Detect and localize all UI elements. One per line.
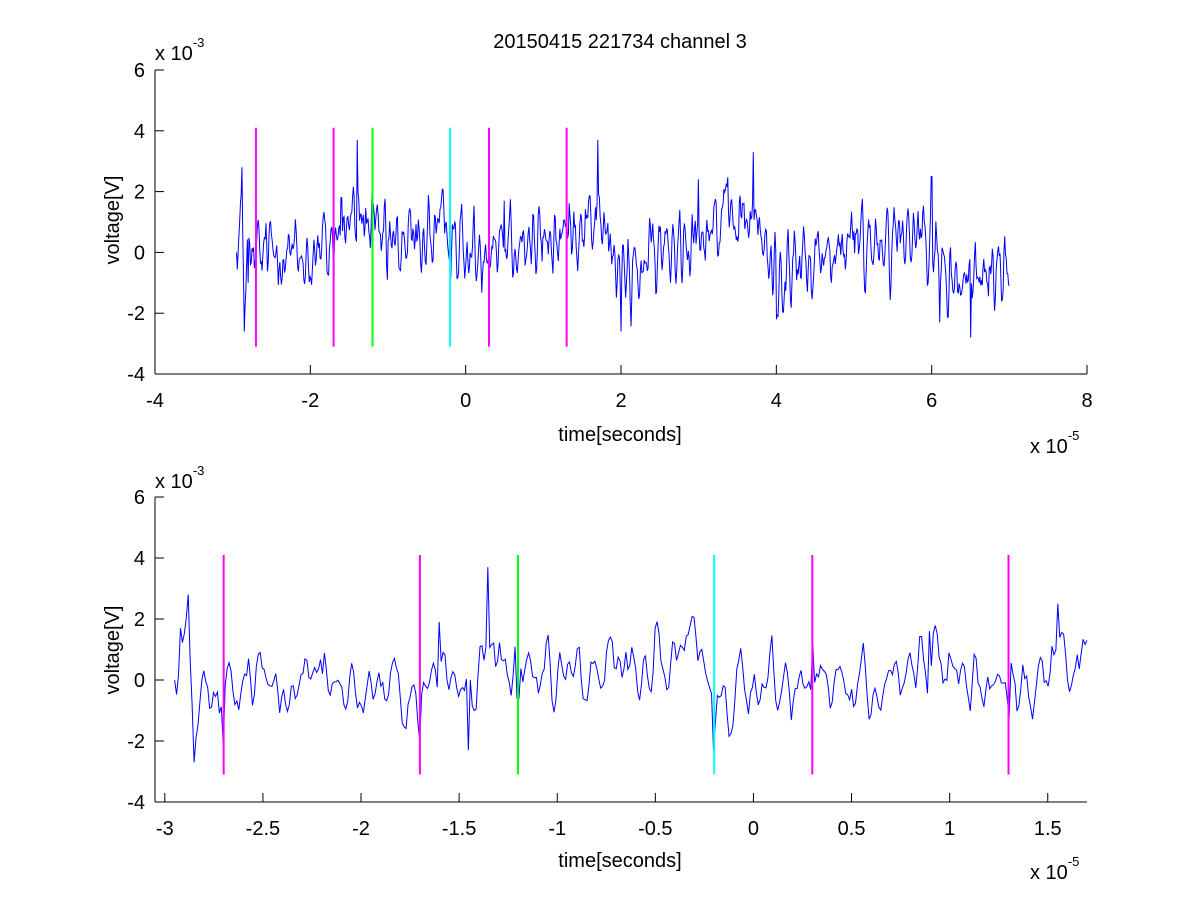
top-xtick-label: -2 bbox=[301, 390, 319, 412]
svg-text:x 10-5: x 10-5 bbox=[1030, 854, 1079, 884]
svg-text:x 10-5: x 10-5 bbox=[1030, 428, 1079, 458]
bottom-ytick-label: 6 bbox=[134, 487, 145, 509]
bottom-plot-area bbox=[174, 554, 1088, 775]
top-x-exponent: x 10-5 bbox=[1030, 428, 1079, 458]
top-xtick-label: 2 bbox=[615, 390, 626, 412]
top-xtick-label: 8 bbox=[1081, 390, 1092, 412]
bottom-xtick-label: -1.5 bbox=[442, 818, 476, 840]
bottom-ytick-label: 2 bbox=[134, 609, 145, 631]
bottom-xtick-label: -2.5 bbox=[246, 818, 280, 840]
top-ytick-label: 4 bbox=[134, 121, 145, 143]
top-x-exponent-base: x 10 bbox=[1030, 436, 1068, 458]
bottom-y-exponent-base: x 10 bbox=[155, 471, 193, 493]
bottom-xtick-label: -0.5 bbox=[638, 818, 672, 840]
bottom-ytick-label: -2 bbox=[127, 731, 145, 753]
top-ytick-label: -4 bbox=[127, 364, 145, 386]
bottom-x-exponent-base: x 10 bbox=[1030, 862, 1068, 884]
bottom-ytick-labels: -4 -2 0 2 4 6 bbox=[127, 487, 145, 814]
bottom-xtick-label: 0.5 bbox=[838, 818, 866, 840]
bottom-xtick-label: 1 bbox=[944, 818, 955, 840]
bottom-y-exponent-sup: -3 bbox=[193, 463, 205, 478]
bottom-xtick-label: 0 bbox=[748, 818, 759, 840]
top-ytick-label: -2 bbox=[127, 303, 145, 325]
figure-title: 20150415 221734 channel 3 bbox=[493, 31, 747, 53]
top-ylabel: voltage[V] bbox=[102, 176, 124, 265]
top-y-exponent: x 10-3 bbox=[155, 35, 204, 65]
bottom-xtick-labels: -3 -2.5 -2 -1.5 -1 -0.5 0 0.5 1 1.5 bbox=[156, 818, 1062, 840]
top-plot: -4 -2 0 2 4 6 -4 -2 0 2 4 6 8 time[seconds] voltage… bbox=[102, 35, 1093, 458]
bottom-xtick-label: -1 bbox=[548, 818, 566, 840]
bottom-xlabel: time[seconds] bbox=[558, 850, 681, 872]
top-y-exponent-base: x 10 bbox=[155, 43, 193, 65]
top-xtick-label: 4 bbox=[771, 390, 782, 412]
bottom-signal-line bbox=[174, 567, 1088, 763]
top-xtick-label: 0 bbox=[460, 390, 471, 412]
top-xlabel: time[seconds] bbox=[558, 424, 681, 446]
bottom-xtick-label: -3 bbox=[156, 818, 174, 840]
top-ytick-label: 6 bbox=[134, 60, 145, 82]
top-x-exponent-sup: -5 bbox=[1068, 428, 1080, 443]
svg-text:x 10-3: x 10-3 bbox=[155, 463, 204, 493]
top-axes-box bbox=[154, 69, 1088, 375]
bottom-ytick-label: 4 bbox=[134, 548, 145, 570]
top-plot-area bbox=[236, 127, 1010, 347]
bottom-ytick-label: -4 bbox=[127, 792, 145, 814]
bottom-ylabel: voltage[V] bbox=[102, 606, 124, 695]
top-xtick-label: 6 bbox=[926, 390, 937, 412]
bottom-x-exponent-sup: -5 bbox=[1068, 854, 1080, 869]
bottom-plot: -4 -2 0 2 4 6 -3 -2.5 -2 -1.5 -1 -0.5 0 0.5 1 1.5 time… bbox=[102, 463, 1088, 884]
top-ytick-label: 0 bbox=[134, 242, 145, 264]
bottom-x-exponent: x 10-5 bbox=[1030, 854, 1079, 884]
bottom-ytick-label: 0 bbox=[134, 670, 145, 692]
top-ytick-labels: -4 -2 0 2 4 6 bbox=[127, 60, 145, 386]
top-signal-line bbox=[236, 139, 1010, 338]
bottom-axes-box bbox=[154, 496, 1087, 803]
bottom-y-exponent: x 10-3 bbox=[155, 463, 204, 493]
top-xtick-labels: -4 -2 0 2 4 6 8 bbox=[146, 390, 1092, 412]
bottom-xtick-label: -2 bbox=[352, 818, 370, 840]
top-ytick-label: 2 bbox=[134, 182, 145, 204]
top-xtick-label: -4 bbox=[146, 390, 164, 412]
bottom-xtick-label: 1.5 bbox=[1034, 818, 1062, 840]
top-y-exponent-sup: -3 bbox=[193, 35, 205, 50]
svg-text:x 10-3: x 10-3 bbox=[155, 35, 204, 65]
